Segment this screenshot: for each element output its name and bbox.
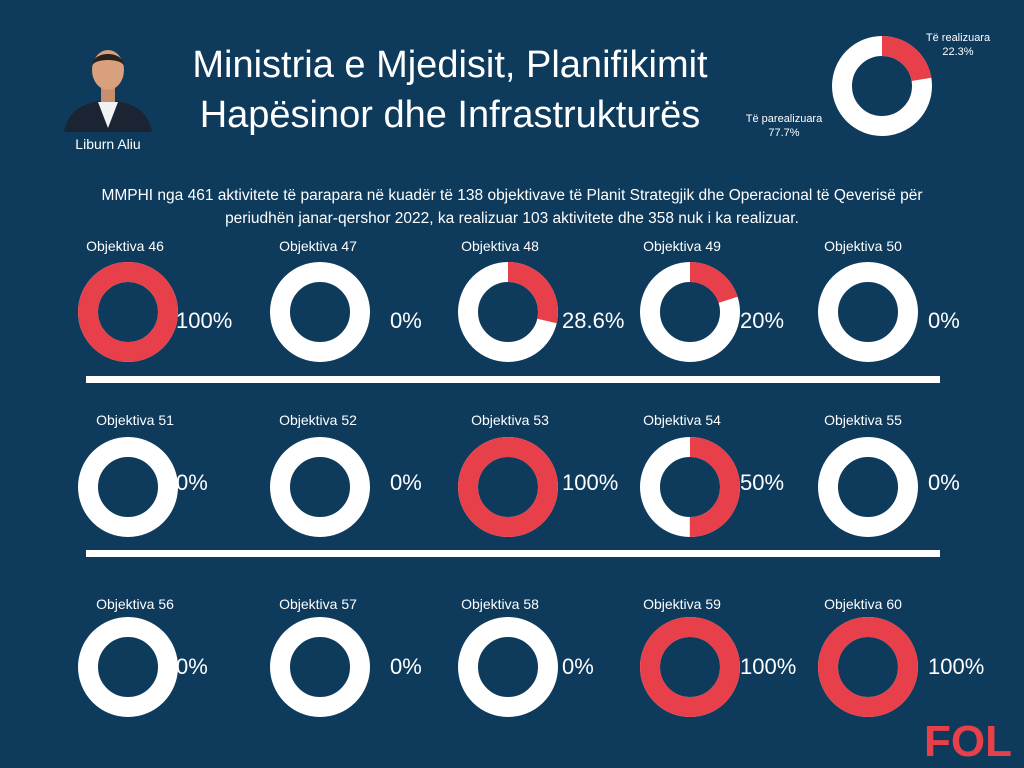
legend-unrealized: Të parealizuara 77.7% bbox=[734, 112, 834, 140]
summary-text: MMPHI nga 461 aktivitete të parapara në … bbox=[30, 184, 994, 230]
objective-label: Objektiva 53 bbox=[471, 412, 549, 428]
objective-donut bbox=[270, 262, 370, 362]
objective-label: Objektiva 49 bbox=[643, 238, 721, 254]
objective-label: Objektiva 57 bbox=[279, 596, 357, 612]
objective-percentage: 28.6% bbox=[562, 308, 625, 333]
objective-percentage: 100% bbox=[928, 654, 985, 679]
objective-donut bbox=[270, 437, 370, 537]
summary-line-1: MMPHI nga 461 aktivitete të parapara në … bbox=[101, 187, 923, 204]
objective-donut bbox=[640, 617, 740, 717]
objective-donut bbox=[640, 262, 740, 362]
donut-slice-realized bbox=[640, 617, 740, 717]
objective-percentage: 0% bbox=[176, 654, 208, 679]
donut-slice-realized bbox=[818, 617, 918, 717]
objective-donut bbox=[78, 437, 178, 537]
divider bbox=[86, 550, 940, 557]
objective-label: Objektiva 55 bbox=[824, 412, 902, 428]
donut-track bbox=[818, 437, 918, 537]
objective-percentage: 0% bbox=[390, 308, 422, 333]
objective-donut bbox=[640, 437, 740, 537]
objective-percentage: 50% bbox=[740, 470, 785, 495]
objective-donut bbox=[818, 617, 918, 717]
objective-percentage: 20% bbox=[740, 308, 785, 333]
fol-logo-text: FOL bbox=[924, 717, 1012, 764]
objective-donut bbox=[270, 617, 370, 717]
donut-slice-realized bbox=[832, 36, 932, 136]
donut-track bbox=[458, 617, 558, 717]
objective-percentage: 100% bbox=[176, 308, 233, 333]
objective-label: Objektiva 46 bbox=[86, 238, 164, 254]
donut-slice-realized bbox=[458, 262, 558, 362]
summary-donut-chart bbox=[832, 36, 932, 136]
page-title: Ministria e Mjedisit, Planifikimit Hapës… bbox=[160, 40, 740, 140]
donut-track bbox=[78, 617, 178, 717]
objective-percentage: 100% bbox=[562, 470, 619, 495]
objective-label: Objektiva 52 bbox=[279, 412, 357, 428]
objective-percentage: 0% bbox=[390, 654, 422, 679]
donut-slice-realized bbox=[458, 437, 558, 537]
legend-realized-value: 22.3% bbox=[942, 46, 974, 58]
legend-unrealized-value: 77.7% bbox=[768, 127, 800, 139]
donut-track bbox=[270, 262, 370, 362]
objective-label: Objektiva 51 bbox=[96, 412, 174, 428]
objective-donut bbox=[78, 262, 178, 362]
title-line-1: Ministria e Mjedisit, Planifikimit bbox=[192, 44, 708, 86]
fol-logo: FOL bbox=[924, 717, 1012, 764]
divider bbox=[86, 376, 940, 383]
avatar bbox=[60, 36, 156, 132]
donut-track bbox=[270, 437, 370, 537]
objective-donut bbox=[818, 262, 918, 362]
donut-track bbox=[78, 437, 178, 537]
donut-slice-realized bbox=[640, 262, 740, 362]
person-name: Liburn Aliu bbox=[75, 136, 141, 152]
donut-track bbox=[270, 617, 370, 717]
legend-unrealized-label: Të parealizuara bbox=[745, 113, 823, 125]
objective-label: Objektiva 59 bbox=[643, 596, 721, 612]
objective-label: Objektiva 48 bbox=[461, 238, 539, 254]
objective-percentage: 100% bbox=[740, 654, 797, 679]
legend-realized: Të realizuara 22.3% bbox=[920, 31, 996, 59]
objective-label: Objektiva 50 bbox=[824, 238, 902, 254]
objective-percentage: 0% bbox=[176, 470, 208, 495]
objective-label: Objektiva 60 bbox=[824, 596, 902, 612]
objective-percentage: 0% bbox=[390, 470, 422, 495]
donut-slice-realized bbox=[78, 262, 178, 362]
objective-donut bbox=[78, 617, 178, 717]
objective-label: Objektiva 56 bbox=[96, 596, 174, 612]
objective-donut bbox=[818, 437, 918, 537]
person-portrait-icon bbox=[60, 36, 156, 132]
objective-donut bbox=[458, 617, 558, 717]
objective-label: Objektiva 58 bbox=[461, 596, 539, 612]
donut-slice-realized bbox=[640, 437, 740, 537]
objective-percentage: 0% bbox=[928, 308, 960, 333]
objective-percentage: 0% bbox=[928, 470, 960, 495]
objective-label: Objektiva 47 bbox=[279, 238, 357, 254]
objective-donut bbox=[458, 262, 558, 362]
summary-line-2: periudhën janar-qershor 2022, ka realizu… bbox=[225, 210, 799, 227]
legend-realized-label: Të realizuara bbox=[925, 32, 991, 44]
objective-donut bbox=[458, 437, 558, 537]
objective-label: Objektiva 54 bbox=[643, 412, 721, 428]
donut-track bbox=[818, 262, 918, 362]
objective-percentage: 0% bbox=[562, 654, 594, 679]
title-line-2: Hapësinor dhe Infrastrukturës bbox=[199, 94, 701, 136]
